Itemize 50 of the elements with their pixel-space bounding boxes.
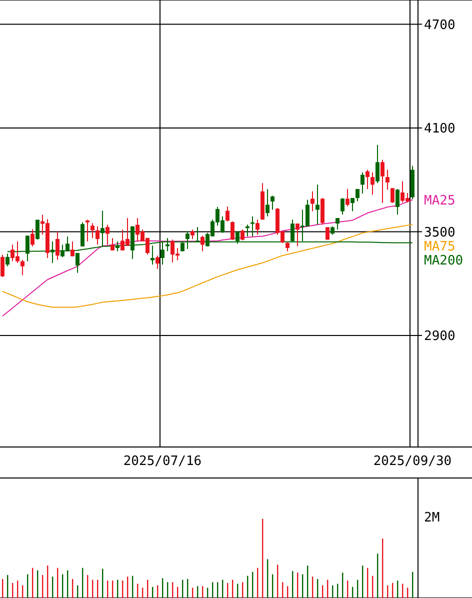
candlestick [230, 220, 234, 240]
y-tick-label: 2900 [424, 329, 456, 344]
candlestick [360, 172, 364, 194]
candlestick [0, 254, 4, 278]
candlestick [336, 218, 340, 230]
candlestick [110, 238, 114, 251]
candlestick [70, 240, 74, 257]
candlestick [366, 169, 370, 190]
candlestick [240, 229, 244, 241]
candlestick [190, 229, 194, 240]
text: 2M [424, 510, 440, 526]
candlestick [266, 188, 270, 217]
candlestick [390, 188, 394, 204]
candlestick [30, 228, 34, 247]
y-tick-label: 4700 [424, 18, 456, 33]
candlestick [356, 188, 360, 202]
candlestick [340, 197, 344, 216]
candlestick [310, 190, 314, 212]
candlestick [20, 259, 24, 276]
candlestick [346, 188, 350, 207]
candlestick [270, 195, 274, 210]
candlestick [56, 230, 60, 260]
candlestick [370, 172, 374, 196]
candlestick [90, 222, 94, 239]
candlestick [256, 219, 260, 236]
candlestick [350, 197, 354, 212]
series-label: MA75 [424, 239, 456, 254]
candlestick [396, 188, 400, 216]
y-tick-label: 4100 [424, 122, 456, 137]
candlestick [250, 216, 254, 237]
candlestick [380, 159, 384, 204]
candlestick [316, 184, 320, 226]
candlestick [76, 252, 80, 274]
series-label: MA25 [424, 193, 456, 208]
candlestick [80, 222, 84, 247]
candlestick [36, 219, 40, 240]
candlestick [376, 144, 380, 184]
candlestick [156, 255, 160, 270]
line-series [2, 224, 413, 308]
candlestick [296, 223, 300, 247]
candlestick [386, 169, 390, 190]
series-label: MA200 [424, 253, 464, 268]
candlestick [96, 226, 100, 246]
candlestick [106, 224, 110, 246]
x-tick-label: 2025/07/16 [123, 454, 202, 469]
candlestick [200, 235, 204, 252]
candlestick [86, 219, 90, 242]
candlestick [226, 206, 230, 222]
x-tick-label: 2025/09/30 [373, 454, 452, 469]
y-tick-label: 3500 [424, 225, 456, 240]
